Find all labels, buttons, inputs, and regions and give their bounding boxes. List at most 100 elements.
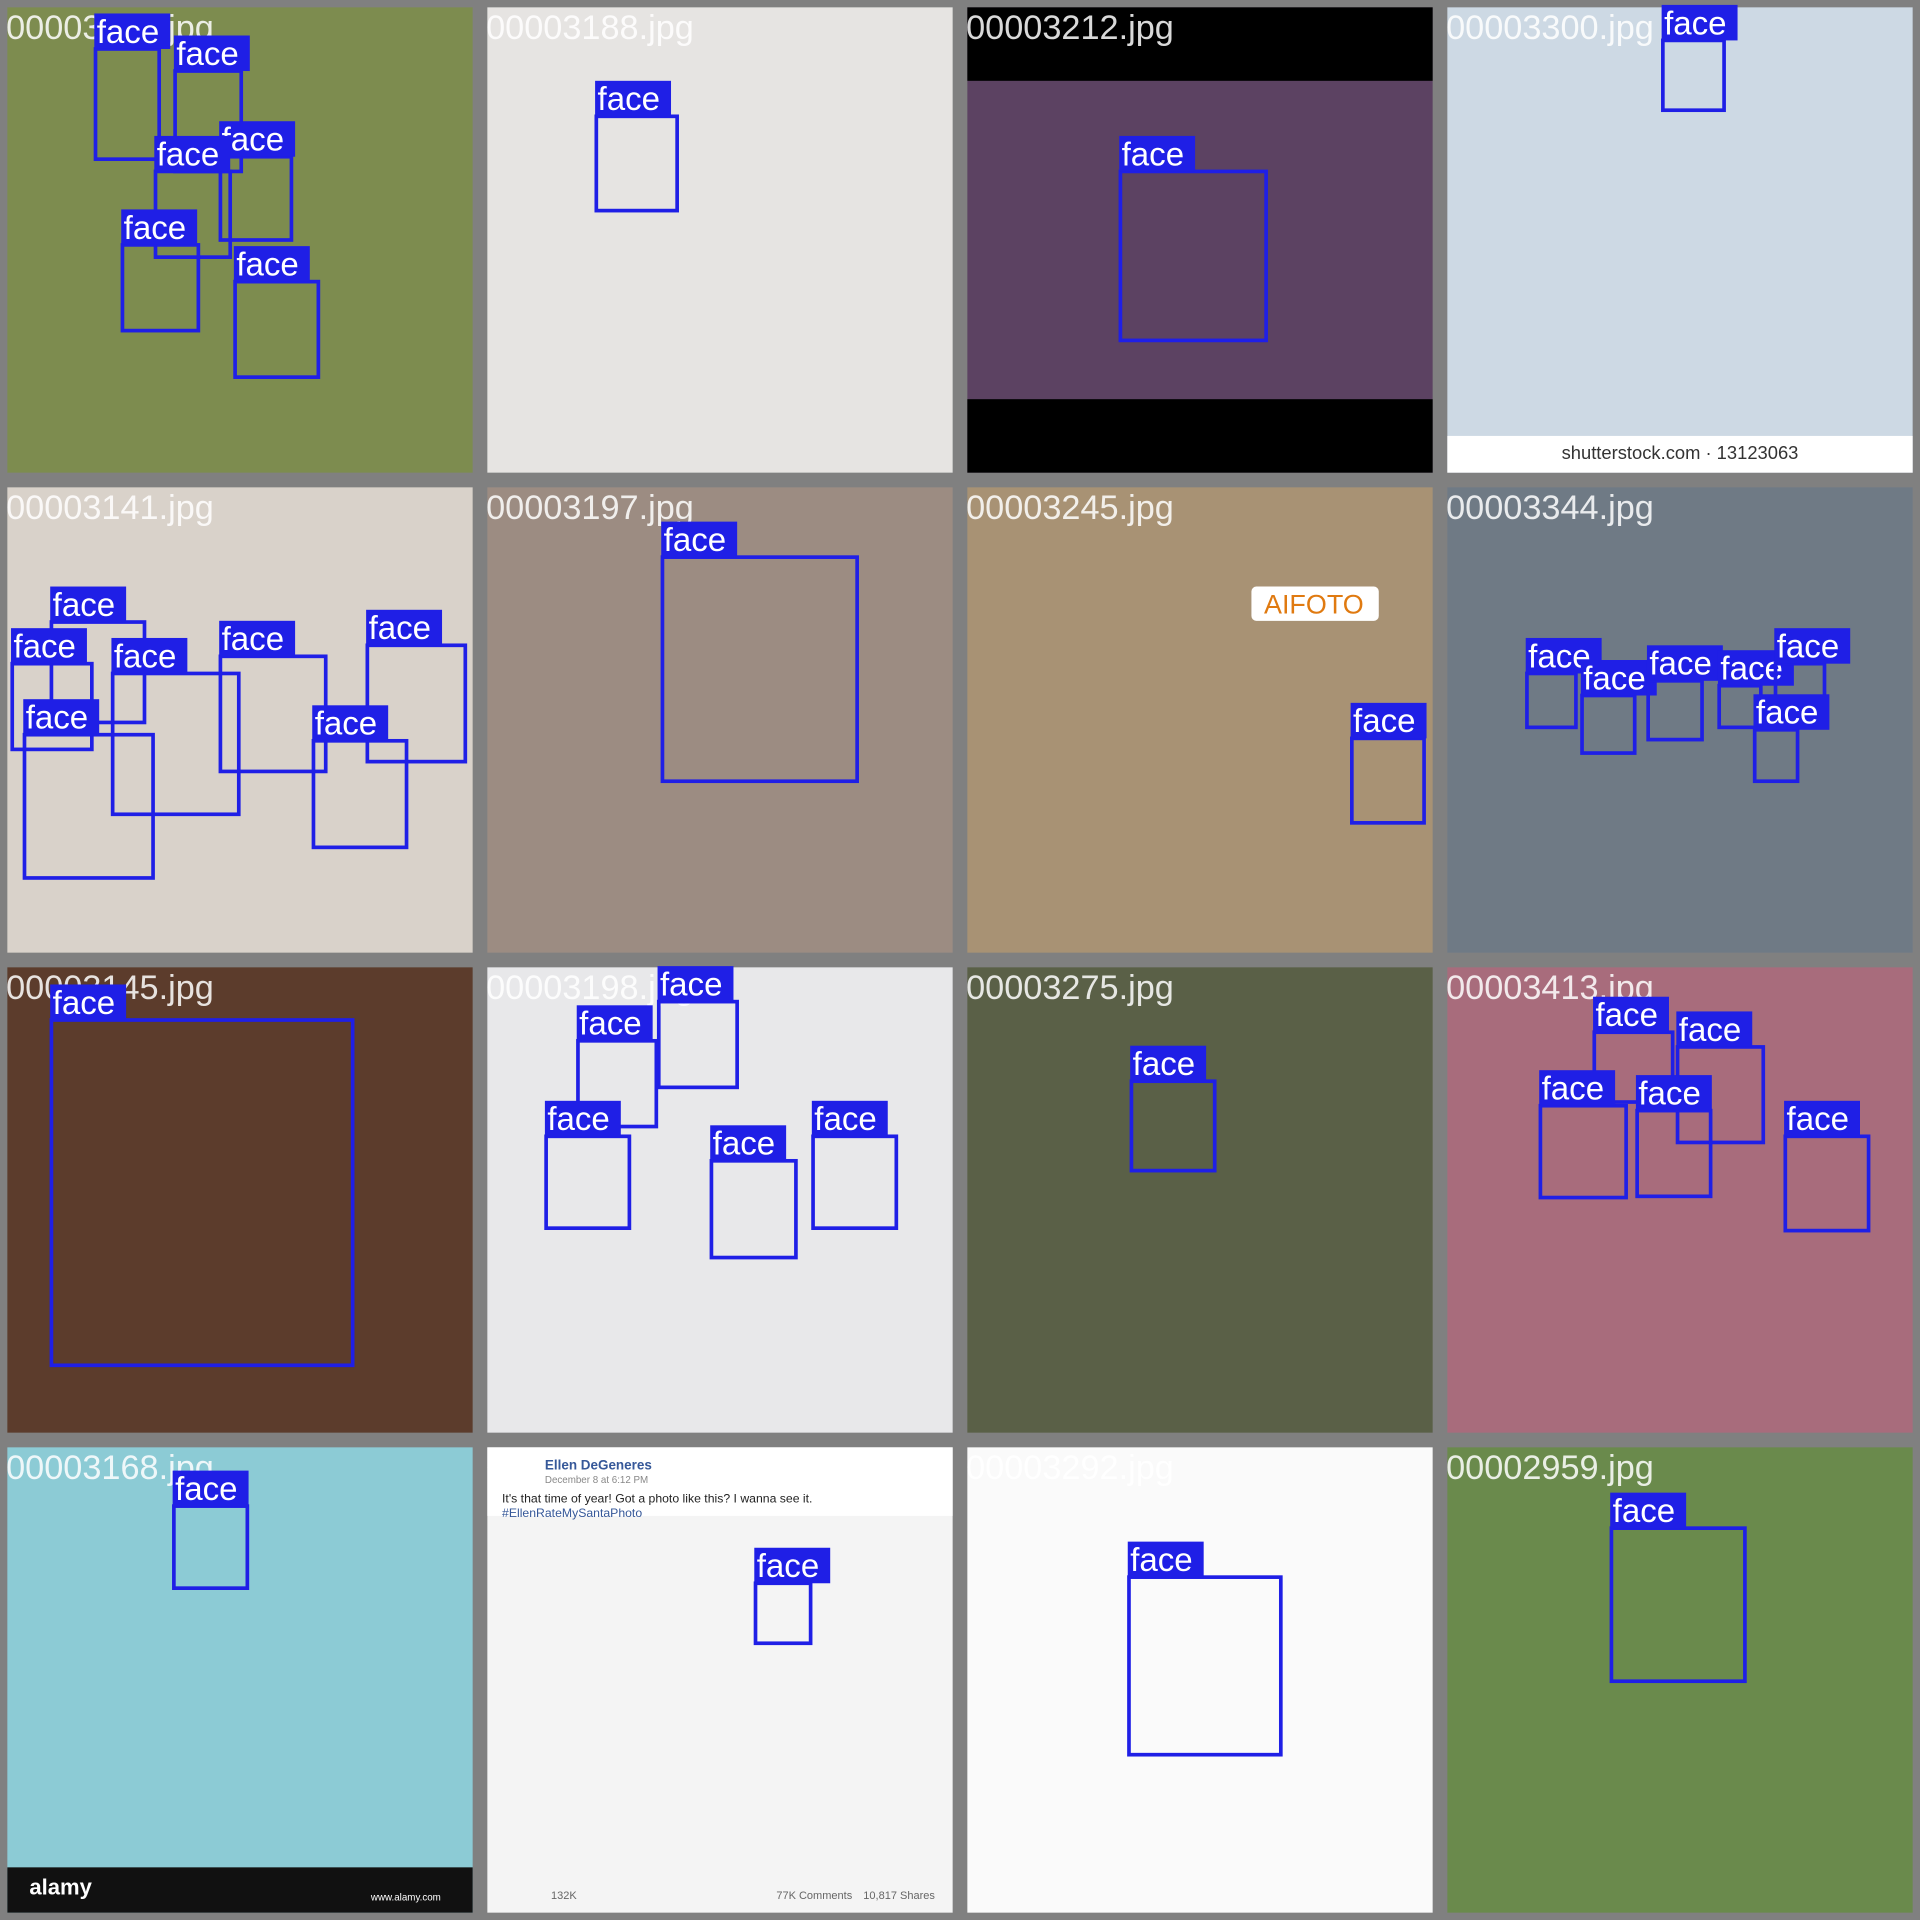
tile: 00003300.jpg shutterstock.com · 13123063 f… (1446, 4, 1913, 473)
tile: 00003212.jpg face (966, 7, 1433, 473)
box-label: face (1596, 997, 1658, 1034)
photo-text: www.alamy.com (370, 1892, 441, 1903)
box-label-bg (50, 586, 127, 623)
box-label: face (53, 587, 115, 624)
box-label: face (1528, 638, 1590, 675)
filename: 00003245.jpg (966, 489, 1174, 527)
box-label: face (176, 36, 238, 73)
photo (487, 7, 953, 473)
box-label: face (1638, 1075, 1700, 1112)
box-label-bg (1593, 996, 1669, 1033)
box-label: face (1777, 629, 1839, 666)
box-label-bg (1610, 1492, 1687, 1529)
box-label-bg (1580, 660, 1657, 696)
photo-text: #EllenRateMySantaPhoto (502, 1506, 642, 1520)
box-label: face (579, 1006, 641, 1043)
box-label: face (222, 621, 284, 658)
box-label: face (97, 14, 159, 51)
box-label-bg (312, 705, 389, 741)
box-label-bg (219, 121, 296, 157)
box-label: face (1679, 1012, 1741, 1049)
letterbox (967, 399, 1433, 473)
box-label-bg (1119, 135, 1196, 172)
box-label: face (1353, 703, 1415, 740)
box-label-bg (50, 984, 127, 1020)
box-label-bg (661, 521, 738, 558)
box-label: face (1613, 1493, 1675, 1530)
box-label: face (660, 967, 722, 1004)
box-label: face (53, 985, 115, 1022)
filename: 00003344.jpg (1446, 489, 1654, 527)
box-label-bg (811, 1100, 888, 1137)
bounding-box (660, 555, 859, 784)
photo (7, 1447, 473, 1913)
photo-text: shutterstock.com · 13123063 (1562, 442, 1799, 463)
box-label: face (1133, 1046, 1195, 1083)
photo-text: It's that time of year! Got a photo like… (502, 1491, 812, 1505)
box-label-bg (544, 1100, 621, 1137)
tile: 00003245.jpg AIFOTO face (966, 487, 1433, 953)
photo-text: December 8 at 6:12 PM (545, 1475, 648, 1486)
box-label: face (1664, 5, 1726, 42)
filename: 00003292.jpg (966, 1449, 1174, 1487)
filename: 00003141.jpg (6, 489, 214, 527)
box-label-bg (657, 966, 734, 1002)
filename: 00003309.jpg (486, 1449, 694, 1487)
box-label-bg (1539, 1070, 1616, 1106)
photo-text: 77K Comments (776, 1890, 852, 1902)
box-label: face (1720, 651, 1782, 688)
box-label: face (547, 1101, 609, 1138)
filename: 00003197.jpg (486, 489, 694, 527)
box-label-bg (233, 246, 310, 282)
tile: 00003188.jpg face (486, 7, 953, 473)
box-label: face (1130, 1542, 1192, 1579)
bounding-box (1635, 1108, 1713, 1199)
photo-text: Ellen DeGeneres (545, 1457, 652, 1472)
box-label-bg (710, 1125, 787, 1161)
photo-text: 132K (551, 1890, 577, 1902)
box-label-bg (595, 80, 672, 117)
box-label: face (26, 700, 88, 737)
photo (1447, 7, 1913, 473)
photo-text: alamy (29, 1874, 92, 1899)
box-label: face (1542, 1071, 1604, 1108)
photo (487, 487, 953, 953)
tile: 00003292.jpg face (966, 1447, 1433, 1913)
filename: 00003300.jpg (1446, 9, 1654, 47)
box-label: face (157, 136, 219, 173)
box-label: face (222, 122, 284, 159)
photo (967, 1447, 1433, 1913)
letterbox (967, 7, 1433, 81)
box-label-bg (1753, 694, 1830, 730)
photo-text: 10,817 Shares (863, 1890, 935, 1902)
box-label-bg (94, 13, 171, 49)
photo (967, 967, 1433, 1433)
box-label: face (1583, 660, 1645, 697)
box-label: face (114, 638, 176, 675)
box-label: face (598, 81, 660, 118)
filename: 00003212.jpg (966, 9, 1174, 47)
box-label-bg (111, 637, 188, 674)
box-label-bg (1646, 645, 1723, 681)
box-label-bg (1350, 702, 1427, 739)
box-label: face (13, 629, 75, 666)
box-label-bg (576, 1005, 653, 1041)
box-label-bg (754, 1547, 831, 1584)
photo (487, 1447, 953, 1913)
box-label: face (124, 210, 186, 247)
photo (1447, 487, 1913, 953)
box-label: face (236, 247, 298, 284)
box-label: face (315, 706, 377, 743)
box-label: face (1787, 1101, 1849, 1138)
photo-text: AIFOTO (1264, 589, 1364, 619)
box-label-bg (172, 1470, 249, 1507)
logo-bg (1251, 586, 1379, 621)
box-label: face (1649, 646, 1711, 683)
box-label: face (757, 1548, 819, 1585)
